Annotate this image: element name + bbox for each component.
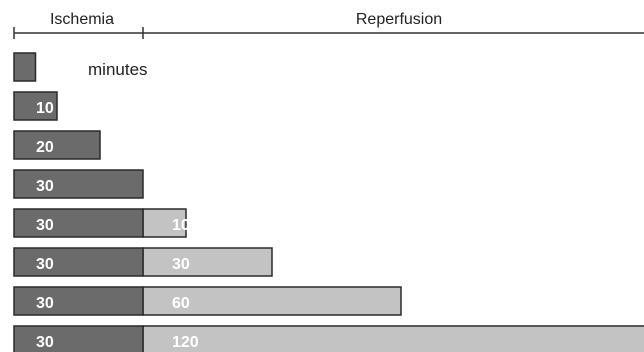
ischemia-bar-label: 20 <box>36 139 54 156</box>
bar-row: 30 30 <box>13 247 273 277</box>
reperfusion-bar <box>142 208 187 238</box>
ischemia-bar <box>13 325 144 352</box>
bar-row: 10 <box>13 91 58 121</box>
reperfusion-bar-label: 10 <box>172 217 190 234</box>
reperfusion-bar <box>142 286 402 316</box>
ischemia-header-label: Ischemia <box>50 11 114 28</box>
ischemia-bar <box>13 130 101 160</box>
ischemia-bar <box>13 208 144 238</box>
ischemia-bar <box>13 286 144 316</box>
reperfusion-bar-label: 30 <box>172 256 190 273</box>
ischemia-bar <box>13 52 37 82</box>
timeline-header: Ischemia Reperfusion <box>13 11 644 39</box>
ischemia-bar-label: 30 <box>36 178 54 195</box>
bar-row: 20 <box>13 130 101 160</box>
ischemia-bar-label: 30 <box>36 256 54 273</box>
ischemia-bar-label: 30 <box>36 334 54 351</box>
bar-row: 30 120 <box>13 325 644 352</box>
ischemia-bar-label: 30 <box>36 217 54 234</box>
ischemia-bar <box>13 91 58 121</box>
ischemia-bar <box>13 247 144 277</box>
ischemia-bar-label: 10 <box>36 100 54 117</box>
reperfusion-bar-label: 60 <box>172 295 190 312</box>
reperfusion-bar <box>142 247 273 277</box>
reperfusion-bar-label: 120 <box>172 334 199 351</box>
unit-label: minutes <box>88 60 148 79</box>
bar-row: 5 <box>13 52 45 82</box>
reperfusion-header-label: Reperfusion <box>356 11 442 28</box>
ischemia-bar <box>13 169 144 199</box>
bar-row: 30 60 <box>13 286 402 316</box>
ischemia-bar-label: 5 <box>36 61 45 78</box>
bar-row: 30 <box>13 169 144 199</box>
bar-rows: 5 10 20 30 30 10 30 30 30 60 30 120 <box>13 52 644 352</box>
reperfusion-bar <box>142 325 644 352</box>
ischemia-bar-label: 30 <box>36 295 54 312</box>
bar-row: 30 10 <box>13 208 190 238</box>
